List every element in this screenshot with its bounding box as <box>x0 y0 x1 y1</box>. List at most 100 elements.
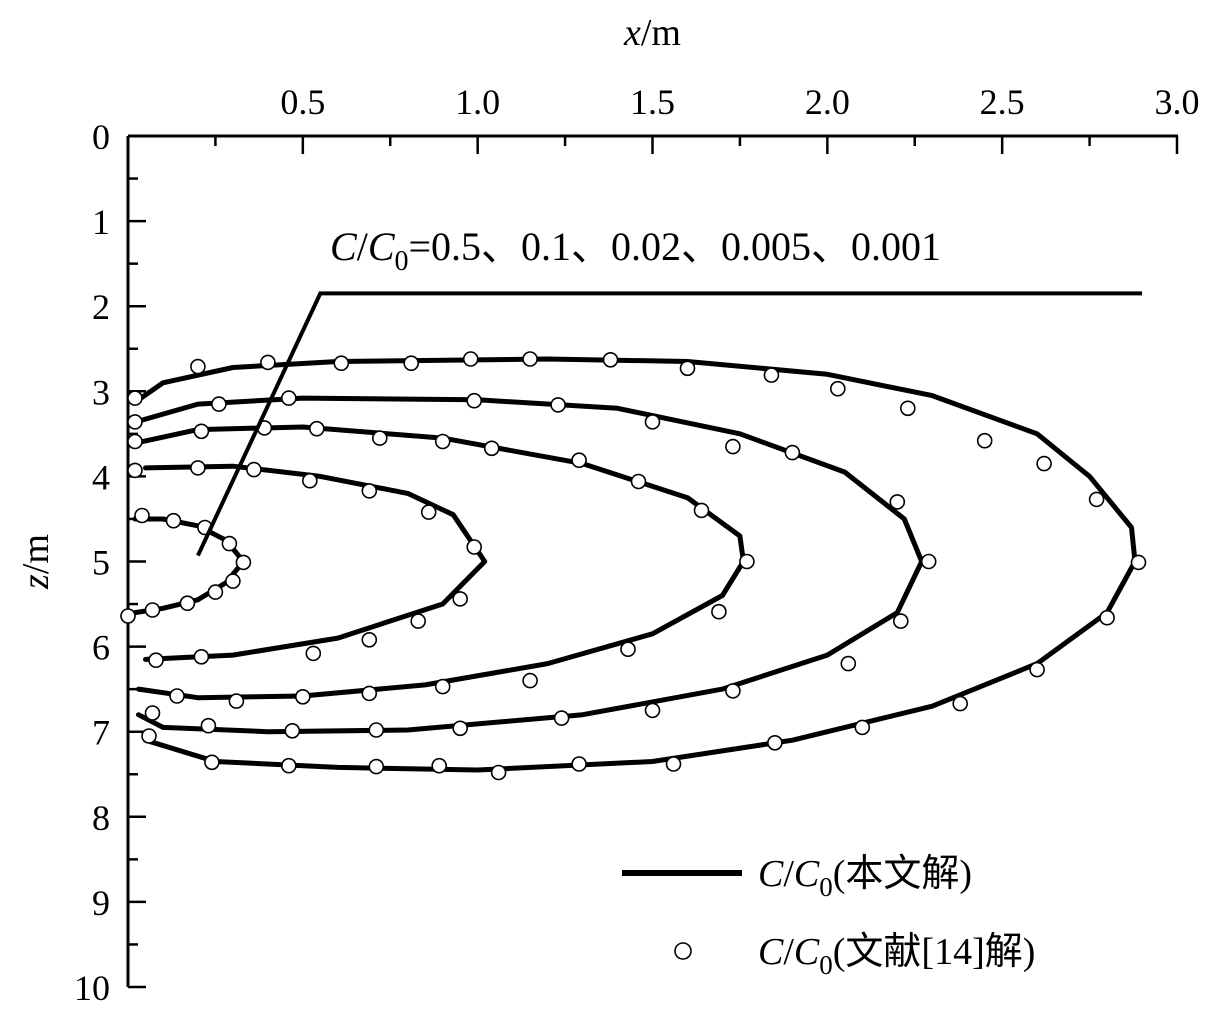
axes: 0.5 1.0 1.5 2.0 2.5 3.0 0 1 2 3 4 5 6 7 8 9 10 x/m z/m <box>15 12 1200 1008</box>
data-point <box>725 683 741 699</box>
data-point <box>763 367 780 383</box>
data-point <box>371 430 388 446</box>
series-lines <box>132 356 1138 773</box>
data-point <box>571 756 587 772</box>
data-point <box>280 757 297 774</box>
data-point <box>466 392 483 409</box>
data-point <box>221 535 238 552</box>
data-point <box>225 573 241 589</box>
data-point <box>452 720 469 737</box>
data-point <box>305 645 322 662</box>
data-point <box>120 608 136 624</box>
data-point <box>899 400 916 417</box>
data-point <box>127 414 143 430</box>
data-point <box>127 433 143 450</box>
data-point <box>644 702 661 719</box>
data-point <box>693 502 710 519</box>
data-point <box>483 440 500 457</box>
data-point <box>920 553 937 570</box>
data-point <box>200 717 217 734</box>
y-tick-label: 1 <box>92 202 110 242</box>
x-tick-label: 1.0 <box>455 82 500 122</box>
data-point <box>204 754 220 771</box>
annotation: C/C0=0.5、0.1、0.02、0.005、0.001 <box>196 224 1143 557</box>
data-point <box>602 351 619 368</box>
data-point <box>193 648 210 665</box>
data-point <box>952 695 969 712</box>
data-point <box>193 423 210 440</box>
data-point <box>784 444 801 461</box>
data-point <box>228 693 245 709</box>
data-point <box>148 652 164 669</box>
y-tick-label: 7 <box>92 713 110 753</box>
y-tick-label: 0 <box>92 117 110 157</box>
data-point <box>361 685 378 702</box>
data-point <box>141 728 157 744</box>
data-point <box>553 710 570 726</box>
y-tick-label: 3 <box>92 372 110 412</box>
contour-line-0.001 <box>136 356 1138 773</box>
contour-line-0.1 <box>143 463 488 662</box>
data-point <box>739 553 755 570</box>
x-tick-label: 2.5 <box>980 82 1025 122</box>
data-point <box>420 504 437 520</box>
data-point <box>434 433 451 450</box>
data-point <box>190 460 206 476</box>
data-point <box>165 512 182 529</box>
data-point <box>1029 661 1045 678</box>
data-point <box>127 462 143 479</box>
data-point <box>829 380 846 397</box>
annotation-leader-line <box>196 291 1143 557</box>
data-point <box>431 757 448 774</box>
data-point <box>308 420 325 437</box>
data-point <box>840 655 857 672</box>
x-axis-title: x/m <box>623 12 681 54</box>
data-point <box>410 613 427 629</box>
data-point <box>725 438 741 455</box>
y-axis-title: z/m <box>15 534 57 590</box>
y-tick-label: 6 <box>92 628 110 668</box>
y-tick-label: 10 <box>74 968 110 1008</box>
data-point <box>571 452 587 469</box>
data-point <box>892 613 909 629</box>
x-tick-label: 3.0 <box>1155 82 1200 122</box>
data-point <box>179 595 196 612</box>
data-point <box>665 756 682 772</box>
data-point <box>368 722 385 738</box>
y-tick-label: 8 <box>92 798 110 838</box>
legend: C/C0(本文解) C/C0(文献[14]解) <box>622 853 1035 980</box>
data-point <box>711 603 727 620</box>
x-tick-label: 1.5 <box>630 82 675 122</box>
data-point <box>235 554 252 571</box>
data-point <box>889 494 906 510</box>
data-point <box>854 719 871 736</box>
data-point <box>644 414 661 430</box>
data-point <box>207 584 224 600</box>
legend-label: C/C0(本文解) <box>758 853 972 902</box>
x-tick-label: 2.0 <box>805 82 850 122</box>
data-point <box>246 461 262 478</box>
y-tick-label: 5 <box>92 543 110 583</box>
data-point <box>1088 491 1105 508</box>
data-point <box>144 602 161 618</box>
data-point <box>361 483 378 499</box>
data-point <box>630 473 647 490</box>
annotation-label: C/C0=0.5、0.1、0.02、0.005、0.001 <box>330 224 941 277</box>
data-point <box>190 358 206 375</box>
data-point <box>462 351 479 367</box>
data-point <box>679 360 696 377</box>
legend-label: C/C0(文献[14]解) <box>758 931 1035 980</box>
data-point <box>1130 554 1147 571</box>
y-tick-label: 2 <box>92 287 110 327</box>
data-point <box>361 631 378 648</box>
data-point <box>368 758 385 775</box>
data-point <box>284 722 301 739</box>
data-point <box>127 390 143 406</box>
data-point <box>333 355 350 372</box>
data-point <box>260 354 276 371</box>
data-point <box>767 734 783 751</box>
data-point <box>976 432 993 449</box>
data-point <box>1036 455 1052 472</box>
data-point <box>294 688 311 705</box>
